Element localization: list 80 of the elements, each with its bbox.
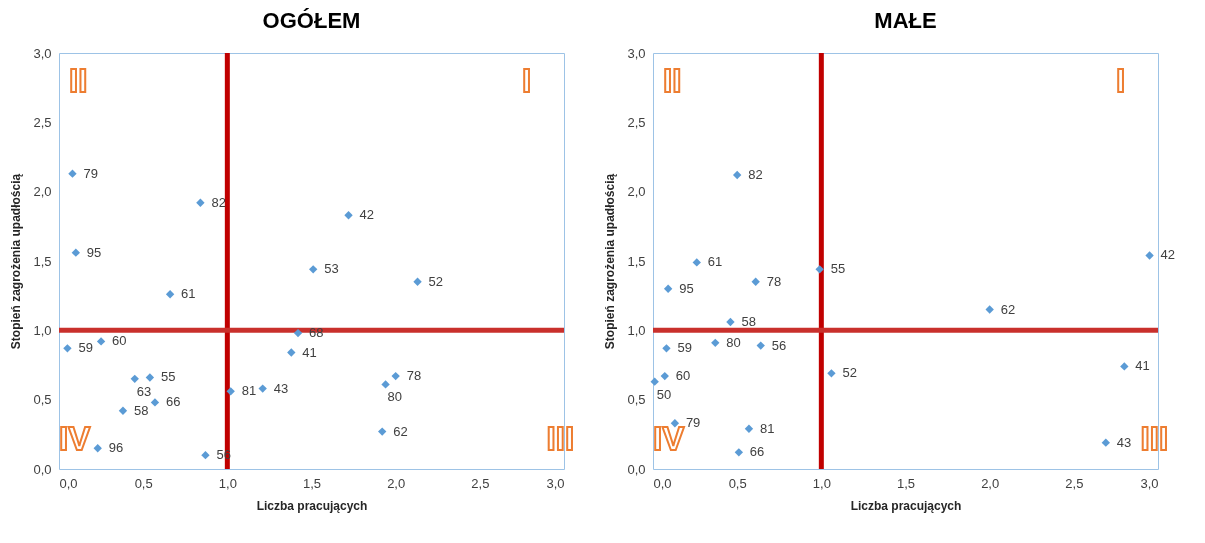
annotation: 78 — [406, 368, 422, 384]
annotation: 81 — [759, 420, 775, 436]
y-tick-label: 1,0 — [627, 322, 646, 338]
annotation: 80 — [726, 334, 741, 350]
annotation: 80 — [387, 389, 403, 405]
annotation: 56 — [771, 337, 787, 353]
y-tick-label: 0,0 — [627, 461, 646, 477]
y-tick-label: 0,5 — [33, 392, 52, 408]
annotation: III — [546, 419, 575, 457]
x-tick-label: 1,0 — [812, 475, 831, 491]
chart-title: OGÓŁEM — [262, 8, 361, 33]
annotation: II — [663, 62, 682, 100]
annotation: 59 — [677, 340, 692, 356]
x-tick-label: 0,0 — [59, 475, 78, 491]
x-tick-label: 2,0 — [387, 475, 406, 491]
x-tick-label: 3,0 — [1140, 475, 1159, 491]
y-tick-label: 0,5 — [627, 392, 646, 408]
x-tick-label: 2,0 — [981, 475, 1000, 491]
annotation: 59 — [78, 340, 93, 356]
annotation: 81 — [241, 383, 257, 399]
annotation: 95 — [86, 244, 102, 260]
x-axis-title: Liczba pracujących — [850, 498, 962, 513]
y-tick-label: 2,5 — [627, 114, 646, 130]
annotation: 79 — [83, 165, 98, 181]
annotation: II — [69, 62, 88, 100]
y-tick-label: 1,5 — [33, 253, 52, 269]
annotation: 50 — [656, 386, 672, 402]
x-axis-title: Liczba pracujących — [256, 498, 368, 513]
annotation: IV — [653, 419, 685, 457]
y-tick-label: 3,0 — [627, 45, 646, 61]
annotation: 66 — [749, 444, 765, 460]
annotation: 60 — [675, 368, 691, 384]
annotation: I — [1116, 62, 1126, 100]
annotation: 62 — [1000, 301, 1016, 317]
annotation: 79 — [685, 415, 701, 431]
x-tick-label: 2,5 — [1065, 475, 1084, 491]
y-tick-label: 2,0 — [33, 184, 52, 200]
x-tick-label: 1,5 — [302, 475, 322, 491]
y-axis-title: Stopień zagrożenia upadłością — [9, 173, 24, 350]
y-tick-label: 1,0 — [33, 322, 52, 338]
annotation: 55 — [160, 369, 176, 385]
y-axis-title: Stopień zagrożenia upadłością — [603, 173, 618, 350]
annotation: 66 — [165, 394, 181, 410]
annotation: 60 — [112, 333, 127, 349]
annotation: 96 — [108, 440, 124, 456]
annotation: 52 — [428, 273, 444, 289]
x-tick-label: 2,5 — [471, 475, 490, 491]
x-tick-label: 0,5 — [134, 475, 153, 491]
annotation: 61 — [181, 286, 196, 302]
annotation: IV — [59, 419, 91, 457]
annotation: 58 — [741, 314, 756, 330]
annotation: 63 — [136, 383, 152, 399]
annotation: 58 — [133, 402, 149, 418]
y-tick-label: 2,5 — [33, 114, 52, 130]
annotation: 95 — [679, 280, 694, 296]
annotation: 42 — [1160, 247, 1176, 263]
y-tick-label: 2,0 — [627, 184, 646, 200]
annotation: 42 — [359, 207, 374, 223]
x-tick-label: 1,5 — [896, 475, 916, 491]
annotation: 43 — [1116, 434, 1132, 450]
x-tick-label: 3,0 — [546, 475, 565, 491]
x-tick-label: 0,0 — [653, 475, 672, 491]
annotation: I — [522, 62, 532, 100]
annotation: 41 — [302, 344, 317, 360]
annotation: 52 — [842, 365, 857, 381]
chart-title: MAŁE — [874, 8, 937, 33]
y-tick-label: 1,5 — [627, 253, 646, 269]
annotation: III — [1140, 419, 1169, 457]
annotation: 78 — [766, 273, 782, 289]
x-tick-label: 1,0 — [218, 475, 237, 491]
y-tick-label: 3,0 — [33, 45, 52, 61]
annotation: 41 — [1135, 358, 1150, 374]
annotation: 43 — [273, 380, 289, 396]
annotation: 55 — [830, 261, 846, 277]
annotation: 61 — [707, 254, 723, 270]
annotation: 53 — [324, 261, 339, 277]
annotation: 82 — [748, 167, 763, 183]
y-tick-label: 0,0 — [33, 461, 52, 477]
annotation: 62 — [393, 423, 408, 439]
x-tick-label: 0,5 — [728, 475, 747, 491]
